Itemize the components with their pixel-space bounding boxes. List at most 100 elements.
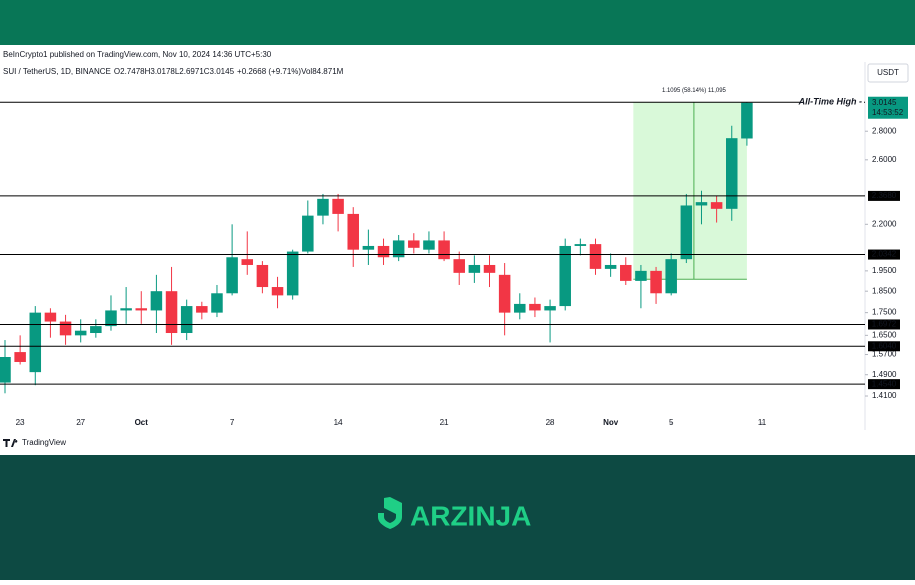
last-price-tag [868, 96, 908, 119]
x-tick-label: 14 [334, 418, 343, 427]
y-tick-label: 1.6500 [872, 330, 897, 339]
top-band [0, 0, 915, 45]
candle-body [90, 326, 102, 334]
candle-body [74, 330, 87, 336]
level-label: 1.4540 [872, 379, 897, 388]
candle-body [135, 308, 148, 311]
legend-value: 2.7478 [120, 67, 145, 76]
x-tick-label: 28 [546, 418, 555, 427]
brand-logo: ARZINJA [378, 497, 531, 531]
x-tick-label: 11 [758, 418, 767, 427]
x-tick-label: 21 [440, 418, 449, 427]
countdown: 14:53:52 [872, 108, 904, 117]
candle-body [635, 270, 647, 281]
candle-body [362, 245, 375, 250]
level-label: 1.6040 [872, 341, 897, 350]
brand-icon [378, 497, 402, 529]
candle-body [165, 291, 178, 334]
y-tick-label: 1.7500 [872, 308, 897, 317]
candle-body [256, 264, 269, 288]
legend-value: 2.6971 [179, 67, 204, 76]
y-tick-label: 1.9500 [872, 266, 897, 275]
last-price-label: 3.0145 [872, 98, 897, 107]
level-tag [868, 190, 900, 201]
candle-body [377, 245, 390, 258]
candle-body [29, 312, 42, 373]
candle-body [211, 293, 223, 313]
tradingview-logo: TradingView [22, 438, 66, 447]
candle-body [241, 259, 254, 265]
candle-body [105, 310, 117, 327]
candle-body [710, 202, 723, 209]
candle-body [423, 240, 435, 250]
candle-body [680, 205, 693, 260]
candle-body [347, 213, 359, 250]
candle-body [650, 270, 662, 294]
candle-body [438, 240, 450, 260]
y-tick-label: 1.4900 [872, 370, 897, 379]
level-label: 1.6972 [872, 320, 897, 329]
candle-body [453, 259, 465, 273]
currency[interactable]: USDT [877, 68, 899, 77]
candle-body [620, 264, 632, 281]
chart-panel [0, 45, 915, 455]
legend-value: 3.0178 [150, 67, 175, 76]
level-label: 2.3680 [872, 191, 897, 200]
candle-body [317, 198, 329, 216]
candle-body [286, 251, 299, 296]
candle-body [271, 287, 284, 296]
candle-body [226, 257, 238, 294]
candle-body [559, 245, 571, 307]
y-tick-label: 1.5700 [872, 350, 897, 359]
candle-body [498, 274, 511, 313]
brand-name: ARZINJA [410, 500, 531, 531]
candle-body [44, 312, 57, 322]
candle-body [0, 356, 11, 383]
currency-box[interactable] [867, 63, 909, 83]
candle-body [180, 306, 193, 334]
candle-body [726, 138, 738, 209]
legend-key: H [145, 67, 151, 76]
y-tick-label: 2.8000 [872, 126, 897, 135]
y-tick-label: 1.8500 [872, 286, 897, 295]
x-tick-label: 5 [669, 418, 674, 427]
level-annotation: All-Time High - [798, 97, 862, 107]
legend-key: Vol [301, 67, 312, 76]
legend-key: O [114, 67, 120, 76]
x-tick-label: Oct [135, 418, 149, 427]
published-note: BeInCrypto1 published on TradingView.com… [3, 50, 272, 59]
candle-body [14, 352, 26, 362]
x-tick-label: Nov [603, 418, 619, 427]
candle-body [589, 244, 602, 269]
candle-body [514, 303, 526, 313]
candle-body [196, 306, 208, 313]
candle-body [574, 244, 587, 246]
level-tag [868, 249, 900, 260]
x-tick-label: 23 [16, 418, 25, 427]
y-tick-label: 1.4100 [872, 391, 897, 400]
bottom-band [0, 455, 915, 580]
symbol: SUI / TetherUS, 1D, BINANCE [3, 67, 111, 76]
candle-body [468, 264, 481, 273]
legend-key: L [175, 67, 180, 76]
candle-body [150, 291, 163, 311]
level-tag [868, 319, 900, 330]
candle-body [392, 240, 405, 258]
x-tick-label: 27 [76, 418, 85, 427]
y-tick-label: 2.6000 [872, 155, 897, 164]
candle-body [120, 308, 132, 311]
tradingview-icon [3, 439, 18, 447]
candle-body [483, 264, 496, 273]
candle-body [544, 306, 556, 311]
level-label: 2.0342 [872, 250, 897, 259]
annotation-bg [800, 96, 864, 109]
legend-key: C [204, 67, 210, 76]
y-tick-label: 2.2000 [872, 219, 897, 228]
measure-label: 1.1095 (58.14%) 11,095 [662, 88, 727, 94]
candle-body [665, 259, 677, 294]
candle-body [408, 240, 420, 248]
x-tick-label: 7 [230, 418, 235, 427]
candle-body [59, 321, 72, 336]
candle-body [302, 215, 314, 252]
